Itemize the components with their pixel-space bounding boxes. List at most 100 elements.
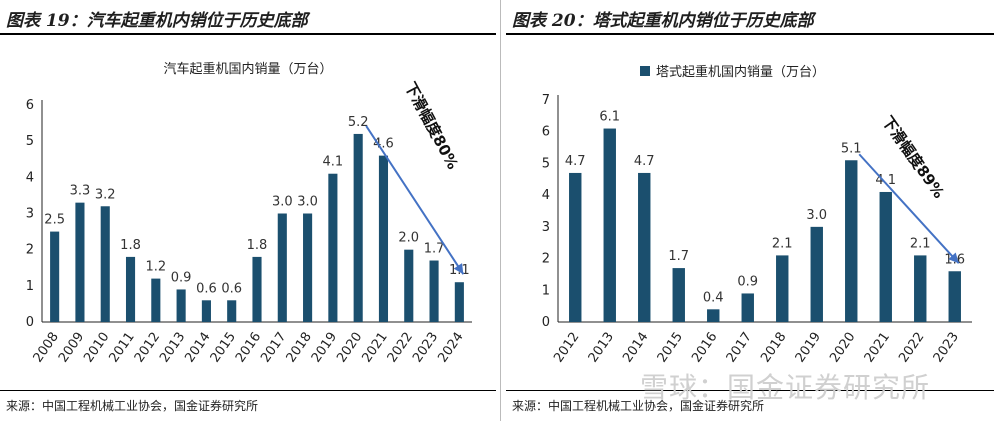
bar: [603, 128, 616, 322]
trend-arrow-head: [453, 263, 464, 275]
x-tick-label: 2016: [689, 330, 720, 366]
bar: [303, 213, 313, 322]
x-tick-label: 2019: [309, 330, 340, 366]
y-tick-label: 1: [26, 279, 34, 294]
data-label: 1.7: [668, 249, 689, 264]
bar: [378, 155, 389, 322]
x-tick-label: 2022: [385, 330, 416, 366]
truck-crane-bar-chart: 汽车起重机国内销量（万台） 0 1 2 3 4 5 6 2.5 2008 3.3 2009 3.2 201…: [26, 61, 472, 366]
data-label: 3.0: [297, 195, 318, 210]
x-tick-label: 2012: [132, 330, 163, 366]
data-label: 0.6: [196, 281, 217, 296]
bar: [125, 256, 136, 322]
x-tick-label: 2017: [724, 330, 755, 366]
data-label: 4.6: [373, 137, 394, 152]
y-tick-label: 2: [26, 243, 34, 258]
data-label: 1.8: [120, 238, 141, 253]
y-tick-label: 6: [542, 125, 550, 140]
figure-title: 图表 20：塔式起重机内销位于历史底部: [512, 11, 814, 31]
bar: [201, 300, 211, 322]
y-tick-label: 1: [542, 283, 550, 298]
x-tick-label: 2010: [81, 330, 112, 366]
bar: [776, 255, 789, 322]
bar: [569, 172, 582, 322]
y-tick-label: 6: [26, 98, 34, 113]
y-tick-label: 3: [26, 207, 34, 222]
bar: [429, 260, 439, 322]
data-label: 5.2: [348, 115, 369, 130]
bar: [948, 271, 961, 322]
data-label: 4.1: [323, 155, 344, 170]
title-rule: [0, 33, 496, 35]
bar: [810, 226, 823, 322]
data-label: 0.4: [703, 290, 724, 305]
bar: [707, 309, 720, 322]
x-tick-label: 2020: [827, 330, 858, 366]
y-tick-label: 5: [542, 156, 550, 171]
bar: [151, 278, 161, 322]
data-label: 2.5: [44, 213, 65, 228]
data-label: 2.1: [772, 236, 793, 251]
data-label: 0.9: [171, 270, 192, 285]
x-tick-label: 2024: [435, 330, 466, 366]
x-tick-label: 2014: [620, 330, 651, 366]
data-label: 3.3: [70, 184, 91, 199]
figure-title: 图表 19：汽车起重机内销位于历史底部: [6, 11, 308, 31]
bar: [328, 173, 338, 322]
watermark: 雪球：国金证券研究所: [640, 371, 931, 404]
x-tick-label: 2011: [107, 330, 138, 366]
x-tick-label: 2008: [31, 330, 62, 366]
x-tick-label: 2009: [56, 330, 87, 366]
bar: [227, 300, 237, 322]
data-label: 0.9: [737, 274, 758, 289]
data-label: 4.7: [565, 154, 586, 169]
y-tick-label: 5: [26, 134, 34, 149]
bar: [353, 133, 363, 322]
data-label: 5.1: [841, 141, 862, 156]
x-tick-label: 2023: [410, 330, 441, 366]
source-rule: [506, 390, 994, 391]
source-rule: [0, 390, 496, 391]
bar: [638, 172, 651, 322]
data-label: 3.0: [806, 208, 827, 223]
x-tick-label: 2019: [793, 330, 824, 366]
x-tick-label: 2018: [284, 330, 315, 366]
source-note: 来源：中国工程机械工业协会，国金证券研究所: [512, 399, 765, 413]
source-note: 来源：中国工程机械工业协会，国金证券研究所: [6, 399, 259, 413]
bar: [404, 249, 414, 322]
bar: [454, 282, 464, 322]
x-tick-label: 2012: [551, 330, 582, 366]
bar: [879, 191, 892, 322]
bar: [277, 213, 287, 322]
x-tick-label: 2013: [157, 330, 188, 366]
data-label: 0.6: [221, 281, 242, 296]
data-label: 3.0: [272, 195, 293, 210]
data-label: 1.8: [247, 238, 268, 253]
y-tick-label: 3: [542, 220, 550, 235]
bar: [914, 255, 927, 322]
x-tick-label: 2013: [586, 330, 617, 366]
data-label: 4.7: [634, 154, 655, 169]
bar: [741, 293, 754, 322]
trend-arrow-line: [858, 153, 960, 264]
x-tick-label: 2015: [208, 330, 239, 366]
trend-arrow-line: [365, 125, 465, 275]
data-label: 1.2: [145, 260, 166, 275]
x-tick-label: 2020: [334, 330, 365, 366]
legend-label: 塔式起重机国内销量（万台）: [656, 64, 825, 80]
decline-annotation: 下滑幅度80%: [401, 79, 462, 172]
bar: [50, 231, 60, 322]
x-tick-label: 2015: [655, 330, 686, 366]
bar: [252, 256, 262, 322]
x-tick-label: 2021: [359, 330, 390, 366]
y-tick-label: 7: [542, 93, 550, 108]
legend-swatch: [640, 66, 650, 76]
bar: [672, 268, 685, 322]
x-tick-label: 2022: [896, 330, 927, 366]
bar: [75, 202, 85, 322]
data-label: 3.2: [95, 187, 116, 202]
decline-annotation: 下滑幅度89%: [878, 113, 948, 202]
data-label: 2.1: [910, 236, 931, 251]
title-rule: [506, 33, 994, 35]
x-tick-label: 2021: [862, 330, 893, 366]
